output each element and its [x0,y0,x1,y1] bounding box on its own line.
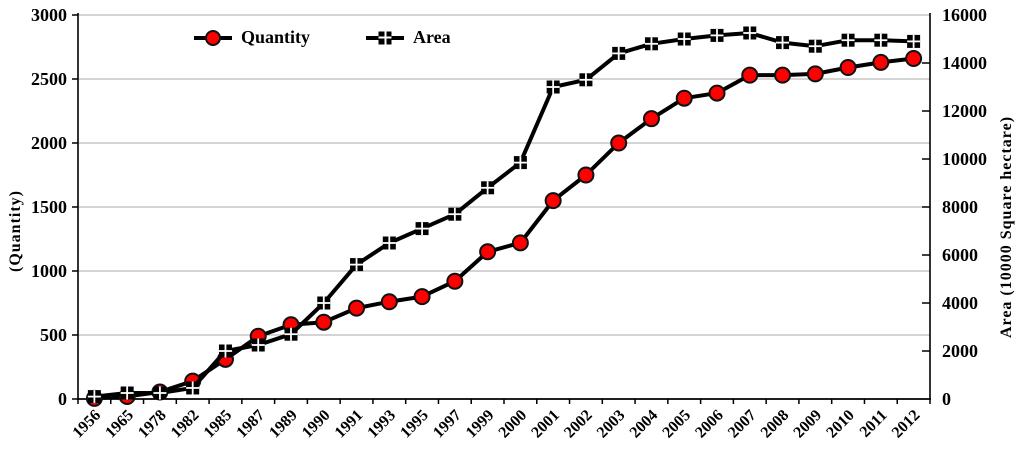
svg-text:1997: 1997 [430,407,465,442]
svg-text:14000: 14000 [942,53,987,73]
svg-text:2000: 2000 [496,407,531,442]
svg-text:2009: 2009 [790,407,825,442]
svg-text:1989: 1989 [266,407,301,442]
x-axis-tick-labels: 1956196519781982198519871989199019911993… [70,407,924,442]
svg-text:1965: 1965 [102,407,137,442]
legend-label-area: Area [413,27,451,47]
series-area [87,26,921,404]
svg-text:3000: 3000 [31,5,67,25]
svg-text:500: 500 [40,325,67,345]
svg-text:1993: 1993 [364,407,399,442]
svg-text:1999: 1999 [463,407,498,442]
svg-text:6000: 6000 [942,245,978,265]
svg-text:2002: 2002 [561,407,596,442]
svg-text:1991: 1991 [332,407,367,442]
svg-text:2008: 2008 [758,407,793,442]
svg-text:2006: 2006 [692,407,727,442]
svg-text:0: 0 [942,389,951,409]
svg-text:1995: 1995 [397,407,432,442]
svg-text:12000: 12000 [942,101,987,121]
quantity-marker-icon [194,29,232,46]
svg-text:2012: 2012 [889,407,924,442]
left-axis-tick-labels: 0 500 1000 1500 2000 2500 3000 [31,5,67,409]
gridlines [78,14,930,336]
svg-text:1982: 1982 [168,407,203,442]
svg-text:1000: 1000 [31,261,67,281]
svg-text:2007: 2007 [725,407,760,442]
svg-text:0: 0 [58,389,67,409]
svg-text:2003: 2003 [594,407,629,442]
series-quantity [85,50,923,407]
svg-text:1500: 1500 [31,197,67,217]
area-marker-icon [366,31,405,44]
svg-text:2005: 2005 [659,407,694,442]
legend-item-area: Area [366,27,451,48]
svg-text:2000: 2000 [942,341,978,361]
svg-text:8000: 8000 [942,197,978,217]
svg-text:2010: 2010 [823,407,858,442]
axes-spines [77,13,931,400]
svg-text:2000: 2000 [31,133,67,153]
left-axis-title: (Quantity) [7,190,24,272]
svg-text:16000: 16000 [942,5,987,25]
svg-text:2001: 2001 [528,407,563,442]
svg-text:1990: 1990 [299,407,334,442]
svg-text:2004: 2004 [627,407,662,442]
svg-text:1985: 1985 [201,407,236,442]
svg-text:1987: 1987 [233,407,268,442]
svg-text:1956: 1956 [70,407,105,442]
svg-text:2500: 2500 [31,69,67,89]
legend-label-quantity: Quantity [241,27,311,47]
svg-text:10000: 10000 [942,149,987,169]
legend-item-quantity: Quantity [194,27,310,48]
svg-text:1978: 1978 [135,407,170,442]
svg-text:2011: 2011 [857,407,891,441]
right-axis-title: Area (10000 Square hectare) [998,115,1015,339]
svg-text:4000: 4000 [942,293,978,313]
legend: Quantity Area [194,27,451,48]
axis-ticks [72,14,931,404]
right-axis-tick-labels: 0 2000 4000 6000 8000 10000 12000 14000 16000 [942,5,987,409]
